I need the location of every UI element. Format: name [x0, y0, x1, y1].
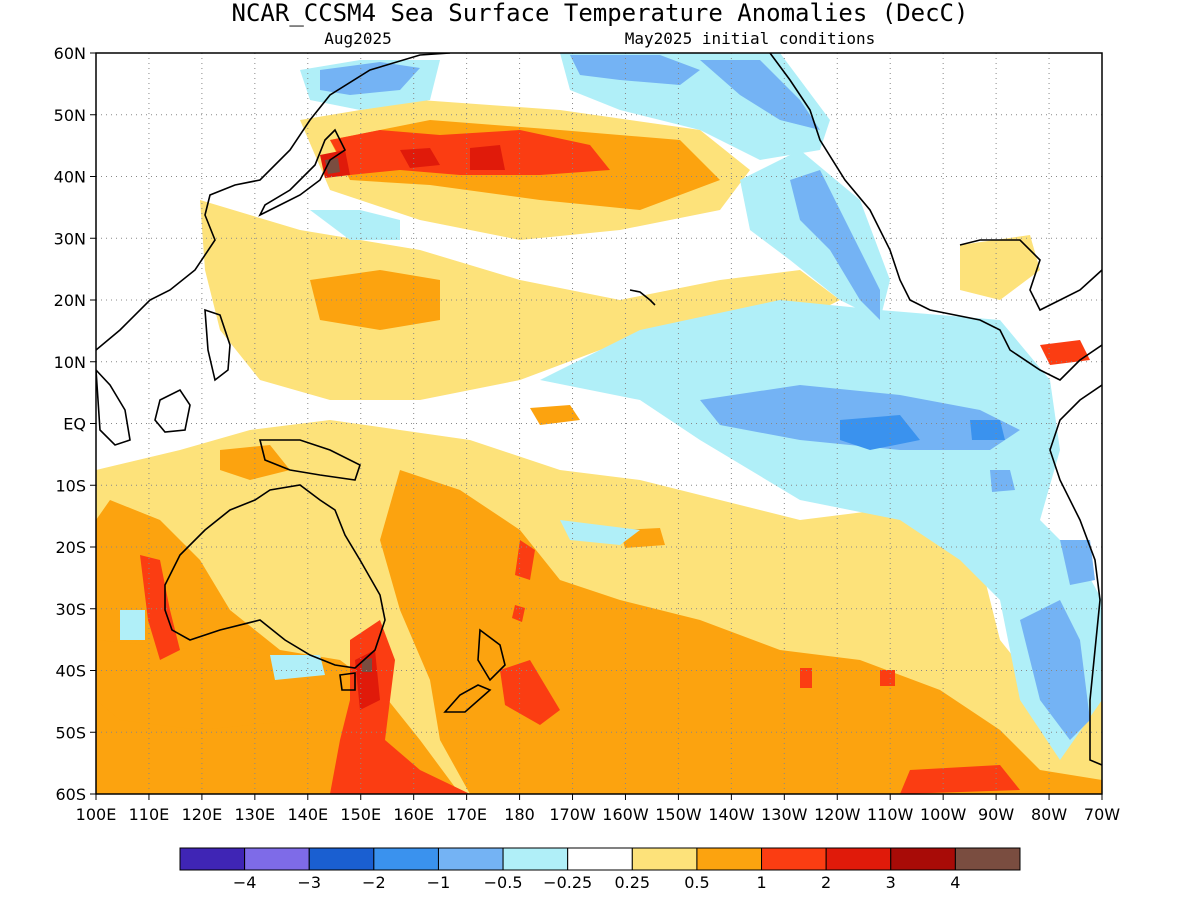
y-tick-label: 40S: [55, 662, 86, 681]
x-tick-label: 170E: [446, 805, 487, 824]
colorbar-swatch: [761, 847, 827, 871]
y-tick-label: 40N: [54, 168, 86, 187]
x-tick-label: 180: [504, 805, 535, 824]
colorbar-label: −1: [427, 873, 451, 892]
y-axis: 60N 50N 40N 30N 20N 10N EQ 10S 20S 30S 40S 50S 60S: [54, 44, 96, 804]
new-zealand-north-coast: [477, 628, 506, 682]
colorbar-label: 0.5: [684, 873, 709, 892]
x-tick-label: 150E: [340, 805, 381, 824]
anomaly-field: [96, 53, 1102, 794]
colorbar-label: −4: [233, 873, 257, 892]
sumatra-coast: [96, 368, 131, 446]
colorbar-label: 3: [886, 873, 896, 892]
south-america-coast: [1049, 384, 1102, 766]
x-axis: 100E 110E 120E 130E 140E 150E 160E 170E 180 170W 1…: [76, 794, 1120, 824]
colorbar-swatch: [567, 847, 633, 871]
grid-lines: [96, 53, 1102, 794]
colorbar-label: −0.25: [543, 873, 592, 892]
anomaly-1-regions: [96, 120, 1102, 794]
colorbar-swatch: [179, 847, 246, 871]
new-zealand-south-coast: [443, 684, 492, 713]
y-tick-label: 30N: [54, 229, 86, 248]
y-tick-label: 10S: [55, 476, 86, 495]
japan-coast: [258, 128, 347, 217]
x-tick-label: 140W: [708, 805, 755, 824]
north-america-coast: [769, 53, 1102, 381]
x-tick-label: 110E: [129, 805, 170, 824]
philippines-coast: [204, 308, 231, 382]
colorbar-swatch: [373, 847, 439, 871]
x-tick-label: 80W: [1031, 805, 1067, 824]
colorbar-label: 1: [756, 873, 766, 892]
colorbar-label: 4: [950, 873, 960, 892]
y-tick-label: 20S: [55, 538, 86, 557]
gulf-of-mexico-coast: [959, 239, 1102, 312]
y-tick-label: 50S: [55, 723, 86, 742]
x-tick-label: 90W: [978, 805, 1014, 824]
x-tick-label: 130E: [235, 805, 276, 824]
coastlines: [96, 53, 1102, 766]
colorbar-swatch: [437, 847, 504, 871]
x-tick-label: 150W: [655, 805, 702, 824]
colorbar-swatch: [244, 847, 310, 871]
borneo-coast: [154, 388, 191, 433]
hawaii-coast: [629, 289, 656, 306]
y-tick-label: 10N: [54, 353, 86, 372]
x-tick-label: 120W: [814, 805, 861, 824]
y-tick-label: 60S: [55, 785, 86, 804]
colorbar-label: 2: [821, 873, 831, 892]
colorbar-label: 0.25: [614, 873, 650, 892]
colorbar-label: −2: [362, 873, 386, 892]
x-tick-label: 100E: [76, 805, 117, 824]
x-tick-label: 160W: [602, 805, 649, 824]
colorbar-swatch: [631, 847, 698, 871]
y-tick-label: 50N: [54, 106, 86, 125]
new-guinea-coast: [258, 439, 361, 481]
colorbar-swatch: [954, 847, 1021, 871]
x-tick-label: 120E: [182, 805, 223, 824]
tasmania-coast: [339, 672, 356, 691]
colorbar: −4 −3 −2 −1 −0.5 −0.25 0.25 0.5 1 2 3 4: [179, 847, 1021, 892]
x-tick-label: 140E: [287, 805, 328, 824]
colorbar-swatch: [502, 847, 569, 871]
chart-title: NCAR_CCSM4 Sea Surface Temperature Anoma…: [232, 0, 969, 27]
x-tick-label: 100W: [920, 805, 967, 824]
asia-coast: [96, 53, 451, 351]
chart-subtitle-left: Aug2025: [324, 29, 391, 48]
y-tick-label: 30S: [55, 600, 86, 619]
colorbar-swatch: [696, 847, 763, 871]
y-tick-label: 60N: [54, 44, 86, 63]
colorbar-swatch: [308, 847, 375, 871]
australia-coast: [164, 484, 386, 669]
anomaly-neg1-regions: [320, 55, 1095, 740]
colorbar-label: −3: [297, 873, 321, 892]
x-tick-label: 160E: [393, 805, 434, 824]
y-tick-label: 20N: [54, 291, 86, 310]
anomaly-2-regions: [140, 130, 1090, 794]
y-tick-label: EQ: [63, 415, 86, 434]
x-tick-label: 170W: [549, 805, 596, 824]
colorbar-swatch: [825, 847, 892, 871]
x-tick-label: 130W: [761, 805, 808, 824]
x-tick-label: 70W: [1084, 805, 1120, 824]
chart-subtitle-right: May2025 initial conditions: [625, 29, 875, 48]
anomaly-neg2-regions: [840, 415, 1005, 450]
x-tick-label: 110W: [867, 805, 914, 824]
colorbar-swatch: [890, 847, 956, 871]
colorbar-label: −0.5: [484, 873, 523, 892]
